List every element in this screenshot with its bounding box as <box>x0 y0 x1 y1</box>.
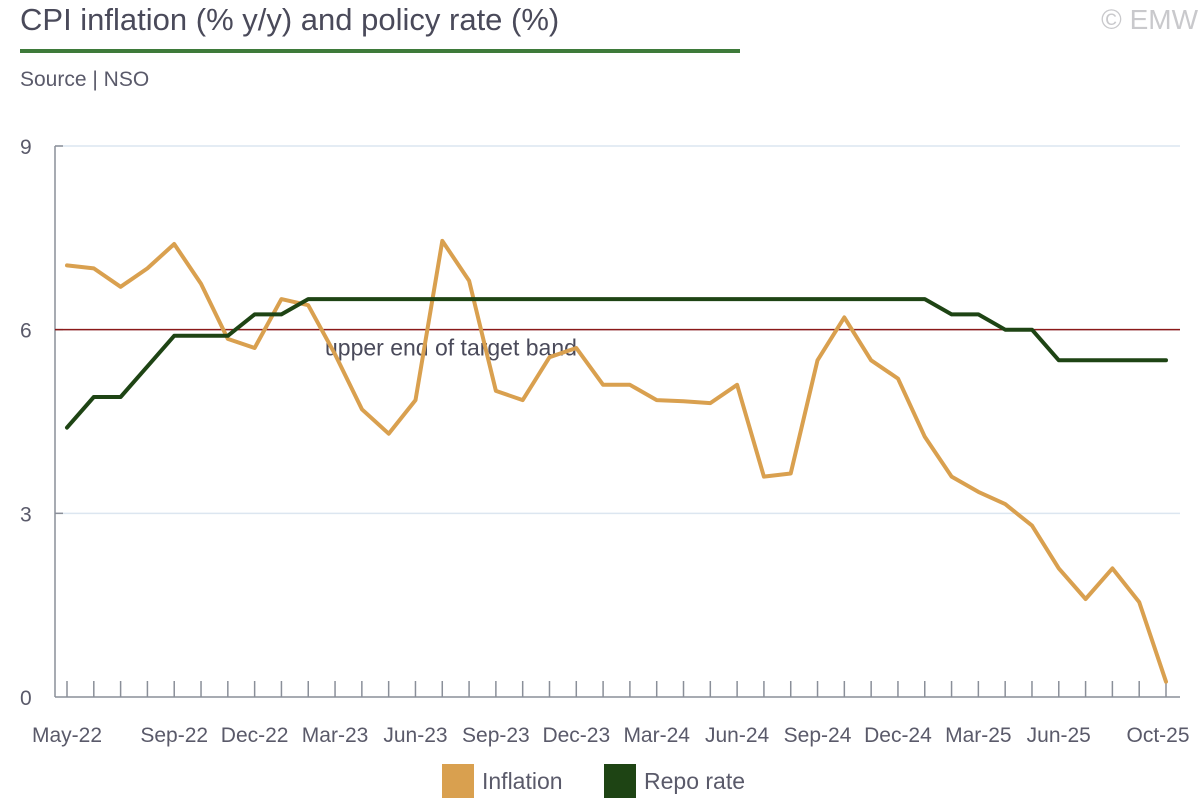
target-band-label: upper end of target band <box>325 335 577 361</box>
x-tick-label: Sep-22 <box>140 724 208 747</box>
x-tick-label: May-22 <box>32 724 102 747</box>
x-tick-label: Jun-23 <box>383 724 447 747</box>
x-tick-label: Mar-23 <box>302 724 369 747</box>
x-tick-label: Dec-22 <box>221 724 289 747</box>
x-tick-label: Dec-23 <box>542 724 610 747</box>
chart-title: CPI inflation (% y/y) and policy rate (%… <box>20 2 560 37</box>
legend-item-repo-rate[interactable]: Repo rate <box>604 764 745 798</box>
y-tick-label-6: 6 <box>20 320 32 343</box>
x-tick-label: Sep-23 <box>462 724 530 747</box>
title-underline <box>20 49 740 53</box>
x-tick-label: Sep-24 <box>784 724 852 747</box>
x-tick-label: Oct-25 <box>1126 724 1189 747</box>
legend: Inflation Repo rate <box>0 764 1200 800</box>
inflation-line <box>65 238 1168 684</box>
source-label: Source | NSO <box>20 68 150 91</box>
y-tick-label-9: 9 <box>20 136 32 159</box>
y-tick-label-0: 0 <box>20 687 32 710</box>
x-tick-label: Jun-24 <box>705 724 770 747</box>
legend-label-inflation: Inflation <box>482 767 563 794</box>
legend-swatch-inflation <box>442 764 474 798</box>
copyright-label: © EMW <box>1101 4 1198 35</box>
y-tick-label-3: 3 <box>20 503 32 526</box>
legend-swatch-repo-rate <box>604 764 636 798</box>
x-tick-label: Jun-25 <box>1027 724 1091 747</box>
repo-rate-line <box>65 297 1168 430</box>
legend-item-inflation[interactable]: Inflation <box>442 764 563 798</box>
legend-label-repo-rate: Repo rate <box>644 767 746 794</box>
x-tick-label: Dec-24 <box>864 724 932 747</box>
x-tick-label: Mar-24 <box>623 724 690 747</box>
x-tick-label: Mar-25 <box>945 724 1012 747</box>
